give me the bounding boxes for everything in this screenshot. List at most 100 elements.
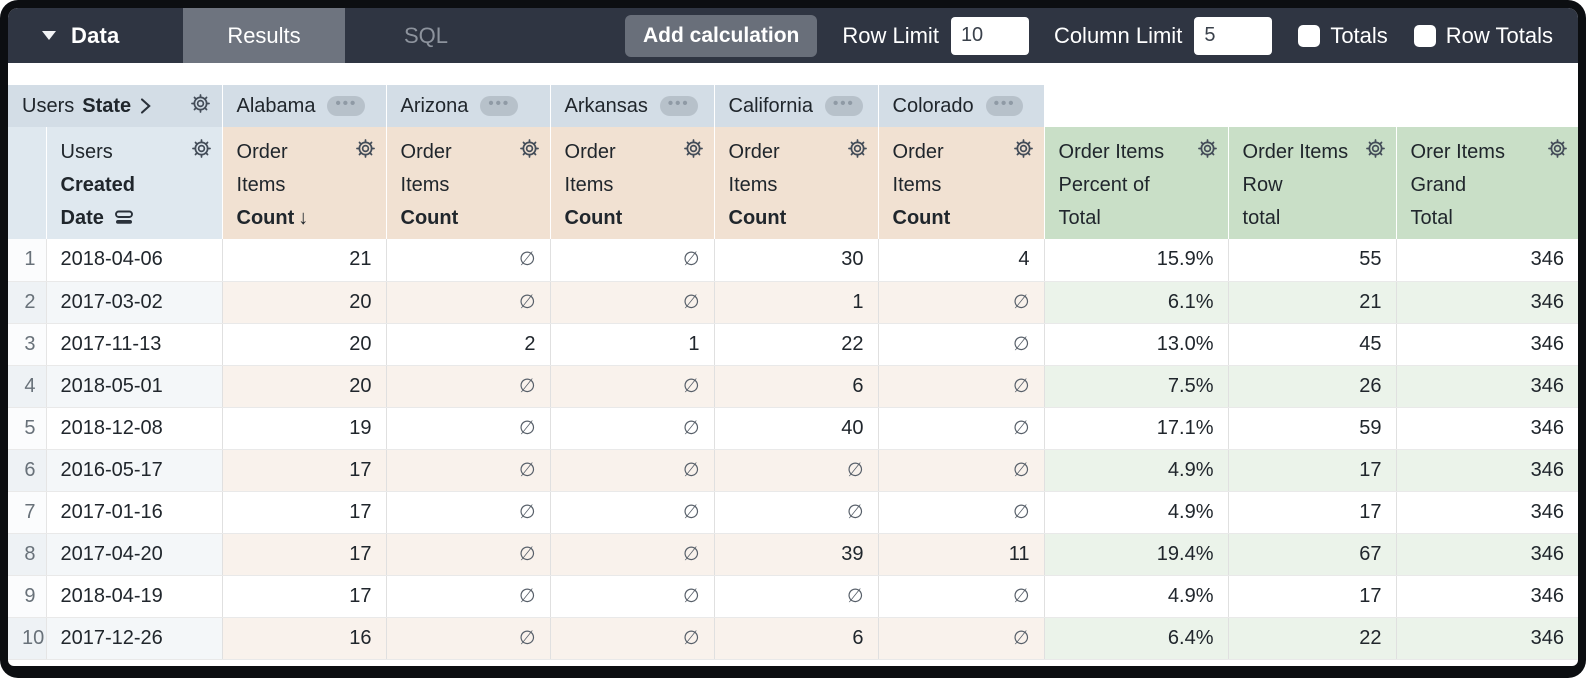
grand-total-cell[interactable]: 346 <box>1396 617 1578 660</box>
count-cell[interactable]: ∅ <box>714 449 879 492</box>
percent-of-total-cell[interactable]: 4.9% <box>1044 575 1229 618</box>
pivot-value-menu-button[interactable]: ••• <box>327 96 366 116</box>
date-cell[interactable]: 2017-11-13 <box>46 323 223 366</box>
pivot-value-menu-button[interactable]: ••• <box>480 96 519 116</box>
pivot-value-menu-button[interactable]: ••• <box>825 96 863 116</box>
grand-total-cell[interactable]: 346 <box>1396 575 1578 618</box>
count-cell[interactable]: ∅ <box>550 575 715 618</box>
count-cell[interactable]: ∅ <box>714 491 879 534</box>
count-cell[interactable]: ∅ <box>386 617 551 660</box>
grand-total-cell[interactable]: 346 <box>1396 449 1578 492</box>
count-cell[interactable]: 2 <box>386 323 551 366</box>
count-cell[interactable]: ∅ <box>550 407 715 450</box>
date-cell[interactable]: 2018-05-01 <box>46 365 223 408</box>
count-cell[interactable]: ∅ <box>550 617 715 660</box>
date-cell[interactable]: 2018-04-19 <box>46 575 223 618</box>
row-total-cell[interactable]: 55 <box>1228 239 1397 282</box>
count-cell[interactable]: ∅ <box>386 575 551 618</box>
tab-results[interactable]: Results <box>183 8 345 63</box>
count-cell[interactable]: ∅ <box>878 449 1045 492</box>
measure-column-header[interactable]: Order Items Count <box>878 127 1045 239</box>
add-calculation-button[interactable]: Add calculation <box>625 14 818 57</box>
count-cell[interactable]: 17 <box>222 533 387 576</box>
percent-of-total-cell[interactable]: 4.9% <box>1044 491 1229 534</box>
percent-of-total-cell[interactable]: 7.5% <box>1044 365 1229 408</box>
count-cell[interactable]: ∅ <box>878 323 1045 366</box>
percent-of-total-cell[interactable]: 19.4% <box>1044 533 1229 576</box>
row-total-cell[interactable]: 26 <box>1228 365 1397 408</box>
grand-total-cell[interactable]: 346 <box>1396 323 1578 366</box>
gear-icon[interactable] <box>189 92 212 115</box>
grand-total-cell[interactable]: 346 <box>1396 239 1578 282</box>
count-cell[interactable]: ∅ <box>878 491 1045 534</box>
count-cell[interactable]: 16 <box>222 617 387 660</box>
totals-checkbox[interactable] <box>1298 24 1321 47</box>
date-cell[interactable]: 2017-03-02 <box>46 281 223 324</box>
count-cell[interactable]: ∅ <box>878 575 1045 618</box>
percent-of-total-cell[interactable]: 6.1% <box>1044 281 1229 324</box>
count-cell[interactable]: ∅ <box>550 365 715 408</box>
gear-icon[interactable] <box>518 137 541 160</box>
count-cell[interactable]: 19 <box>222 407 387 450</box>
percent-of-total-cell[interactable]: 15.9% <box>1044 239 1229 282</box>
pivot-value-header[interactable]: Arizona ••• <box>386 85 551 127</box>
count-cell[interactable]: 21 <box>222 239 387 282</box>
count-cell[interactable]: 17 <box>222 575 387 618</box>
pivot-field-header[interactable]: Users State <box>8 85 223 127</box>
measure-column-header[interactable]: Order Items Count <box>714 127 879 239</box>
gear-icon[interactable] <box>1012 137 1035 160</box>
pivot-value-menu-button[interactable]: ••• <box>985 96 1024 116</box>
gear-icon[interactable] <box>1364 137 1387 160</box>
percent-of-total-cell[interactable]: 6.4% <box>1044 617 1229 660</box>
count-cell[interactable]: ∅ <box>714 575 879 618</box>
grand-total-cell[interactable]: 346 <box>1396 407 1578 450</box>
measure-column-header[interactable]: Order Items Count <box>386 127 551 239</box>
calc-column-header[interactable]: Orer Items Grand Total <box>1396 127 1578 239</box>
count-cell[interactable]: 20 <box>222 365 387 408</box>
count-cell[interactable]: ∅ <box>386 281 551 324</box>
count-cell[interactable]: 11 <box>878 533 1045 576</box>
count-cell[interactable]: ∅ <box>878 281 1045 324</box>
count-cell[interactable]: 40 <box>714 407 879 450</box>
row-total-cell[interactable]: 17 <box>1228 491 1397 534</box>
gear-icon[interactable] <box>682 137 705 160</box>
count-cell[interactable]: 22 <box>714 323 879 366</box>
gear-icon[interactable] <box>846 137 869 160</box>
tab-sql[interactable]: SQL <box>345 8 507 63</box>
percent-of-total-cell[interactable]: 17.1% <box>1044 407 1229 450</box>
grand-total-cell[interactable]: 346 <box>1396 281 1578 324</box>
count-cell[interactable]: 39 <box>714 533 879 576</box>
date-cell[interactable]: 2017-12-26 <box>46 617 223 660</box>
count-cell[interactable]: 17 <box>222 491 387 534</box>
count-cell[interactable]: ∅ <box>386 239 551 282</box>
pivot-value-header[interactable]: California ••• <box>714 85 879 127</box>
row-total-cell[interactable]: 59 <box>1228 407 1397 450</box>
count-cell[interactable]: ∅ <box>550 491 715 534</box>
count-cell[interactable]: 4 <box>878 239 1045 282</box>
count-cell[interactable]: ∅ <box>386 491 551 534</box>
gear-icon[interactable] <box>190 137 213 160</box>
count-cell[interactable]: 20 <box>222 323 387 366</box>
count-cell[interactable]: ∅ <box>550 239 715 282</box>
date-cell[interactable]: 2017-01-16 <box>46 491 223 534</box>
count-cell[interactable]: ∅ <box>550 449 715 492</box>
count-cell[interactable]: 1 <box>714 281 879 324</box>
pivot-value-header[interactable]: Arkansas ••• <box>550 85 715 127</box>
column-limit-input[interactable] <box>1194 16 1273 55</box>
measure-column-header[interactable]: Order Items Count ↓ <box>222 127 387 239</box>
row-total-cell[interactable]: 45 <box>1228 323 1397 366</box>
row-total-cell[interactable]: 17 <box>1228 449 1397 492</box>
measure-column-header[interactable]: Order Items Count <box>550 127 715 239</box>
gear-icon[interactable] <box>1196 137 1219 160</box>
count-cell[interactable]: ∅ <box>550 281 715 324</box>
row-total-cell[interactable]: 22 <box>1228 617 1397 660</box>
count-cell[interactable]: 6 <box>714 365 879 408</box>
count-cell[interactable]: ∅ <box>386 533 551 576</box>
date-cell[interactable]: 2018-04-06 <box>46 239 223 282</box>
row-total-cell[interactable]: 17 <box>1228 575 1397 618</box>
row-totals-checkbox[interactable] <box>1413 24 1436 47</box>
pivot-value-menu-button[interactable]: ••• <box>659 96 698 116</box>
count-cell[interactable]: ∅ <box>878 617 1045 660</box>
row-total-cell[interactable]: 67 <box>1228 533 1397 576</box>
count-cell[interactable]: ∅ <box>386 365 551 408</box>
